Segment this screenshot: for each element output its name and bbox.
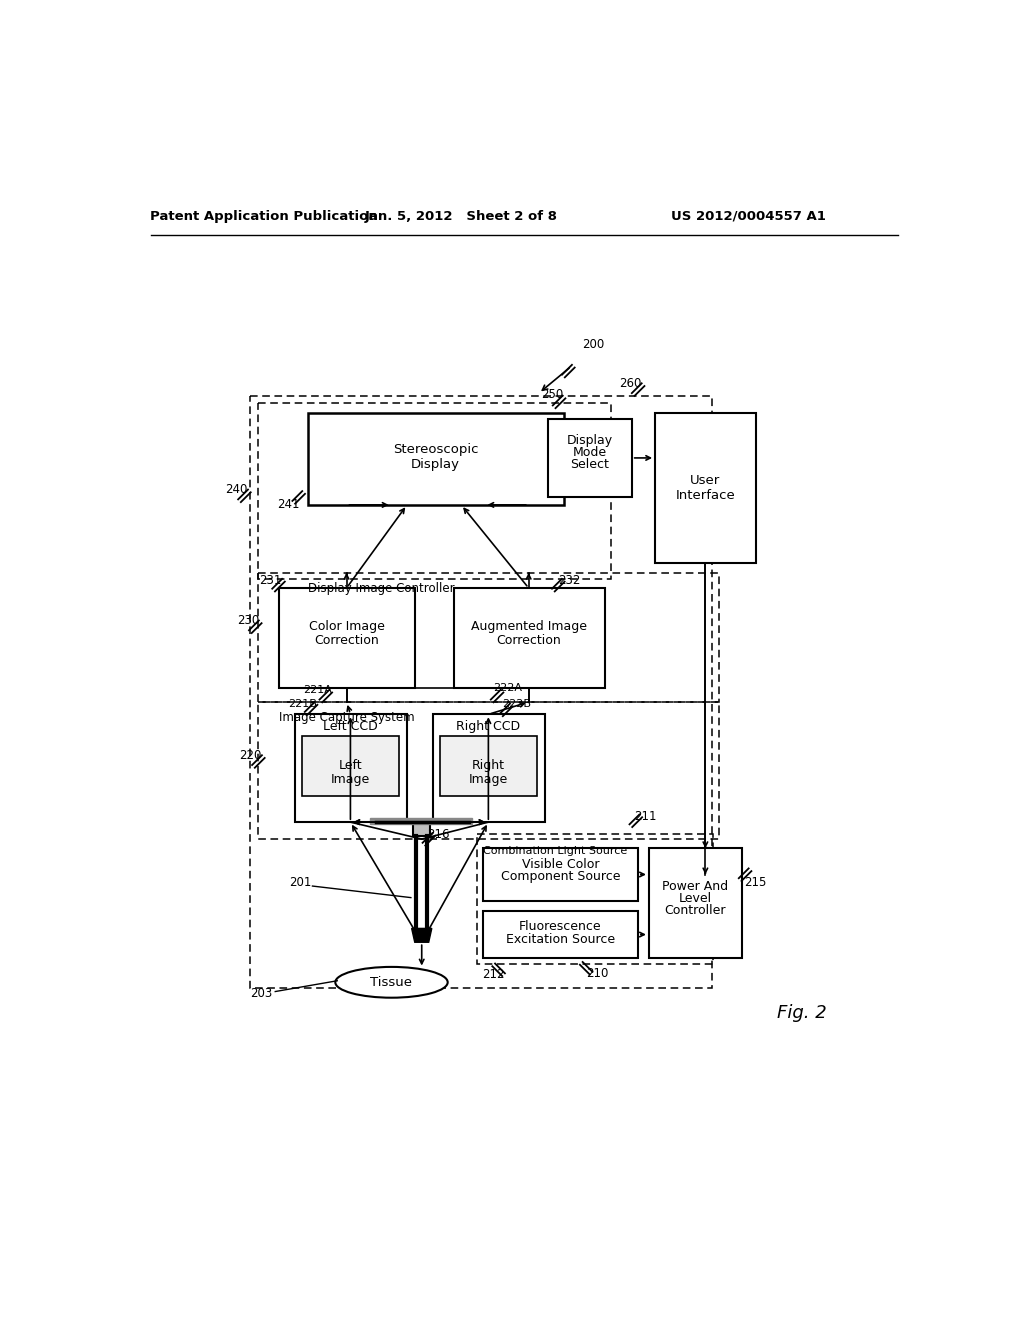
- Ellipse shape: [335, 966, 447, 998]
- Text: Augmented Image: Augmented Image: [471, 620, 587, 634]
- Text: 241: 241: [278, 499, 300, 511]
- Text: Display: Display: [412, 458, 460, 471]
- FancyBboxPatch shape: [548, 418, 632, 498]
- FancyBboxPatch shape: [655, 412, 756, 562]
- Text: 220: 220: [240, 748, 262, 762]
- Text: 221B: 221B: [288, 698, 316, 709]
- Text: 211: 211: [635, 810, 657, 824]
- Text: Correction: Correction: [314, 634, 379, 647]
- FancyBboxPatch shape: [280, 589, 415, 688]
- Text: 210: 210: [586, 966, 608, 979]
- Text: 200: 200: [582, 338, 604, 351]
- Text: 260: 260: [620, 376, 641, 389]
- Text: 201: 201: [289, 875, 311, 888]
- Text: Right: Right: [472, 759, 505, 772]
- FancyBboxPatch shape: [295, 714, 407, 822]
- Text: 216: 216: [427, 828, 450, 841]
- Text: Left CCD: Left CCD: [323, 721, 378, 733]
- Text: 232: 232: [558, 574, 581, 587]
- Text: 231: 231: [259, 574, 282, 587]
- Text: 222B: 222B: [503, 698, 531, 709]
- FancyBboxPatch shape: [483, 911, 638, 958]
- Text: Fluorescence: Fluorescence: [519, 920, 602, 933]
- Text: 212: 212: [482, 968, 505, 981]
- Text: Stereoscopic: Stereoscopic: [393, 444, 478, 455]
- Text: User: User: [690, 474, 721, 487]
- Text: Visible Color: Visible Color: [521, 858, 599, 871]
- Text: Select: Select: [570, 458, 609, 471]
- Text: Color Image: Color Image: [308, 620, 384, 634]
- FancyBboxPatch shape: [649, 849, 741, 958]
- Text: Correction: Correction: [497, 634, 561, 647]
- Text: Excitation Source: Excitation Source: [506, 933, 615, 945]
- FancyBboxPatch shape: [440, 737, 538, 796]
- Text: 203: 203: [250, 987, 272, 1001]
- Text: Jan. 5, 2012   Sheet 2 of 8: Jan. 5, 2012 Sheet 2 of 8: [365, 210, 558, 223]
- Text: US 2012/0004557 A1: US 2012/0004557 A1: [671, 210, 825, 223]
- Text: 250: 250: [542, 388, 564, 400]
- Text: Controller: Controller: [665, 904, 726, 917]
- Text: Combination Light Source: Combination Light Source: [483, 846, 627, 855]
- FancyBboxPatch shape: [308, 412, 563, 506]
- Text: 222A: 222A: [494, 684, 522, 693]
- Text: Image Capture System: Image Capture System: [280, 711, 415, 725]
- Text: 240: 240: [225, 483, 248, 496]
- Text: Display Image Controller: Display Image Controller: [308, 582, 455, 595]
- Text: Image: Image: [331, 774, 370, 787]
- FancyBboxPatch shape: [414, 821, 430, 836]
- Text: Left: Left: [339, 759, 362, 772]
- Text: Right CCD: Right CCD: [457, 721, 520, 733]
- Text: Tissue: Tissue: [371, 975, 413, 989]
- FancyBboxPatch shape: [483, 849, 638, 900]
- FancyBboxPatch shape: [370, 817, 472, 824]
- Text: Power And: Power And: [663, 879, 728, 892]
- Polygon shape: [412, 928, 432, 942]
- Text: Image: Image: [469, 774, 508, 787]
- Text: Display: Display: [567, 434, 613, 446]
- Text: 215: 215: [744, 875, 767, 888]
- Text: Fig. 2: Fig. 2: [777, 1005, 827, 1022]
- Text: 221A: 221A: [303, 685, 333, 694]
- Text: Component Source: Component Source: [501, 870, 621, 883]
- FancyBboxPatch shape: [302, 737, 399, 796]
- FancyBboxPatch shape: [454, 589, 604, 688]
- Text: 230: 230: [237, 614, 259, 627]
- Text: Interface: Interface: [676, 490, 735, 502]
- Text: Patent Application Publication: Patent Application Publication: [150, 210, 378, 223]
- Text: Mode: Mode: [572, 446, 607, 459]
- Text: Level: Level: [679, 892, 712, 906]
- FancyBboxPatch shape: [432, 714, 545, 822]
